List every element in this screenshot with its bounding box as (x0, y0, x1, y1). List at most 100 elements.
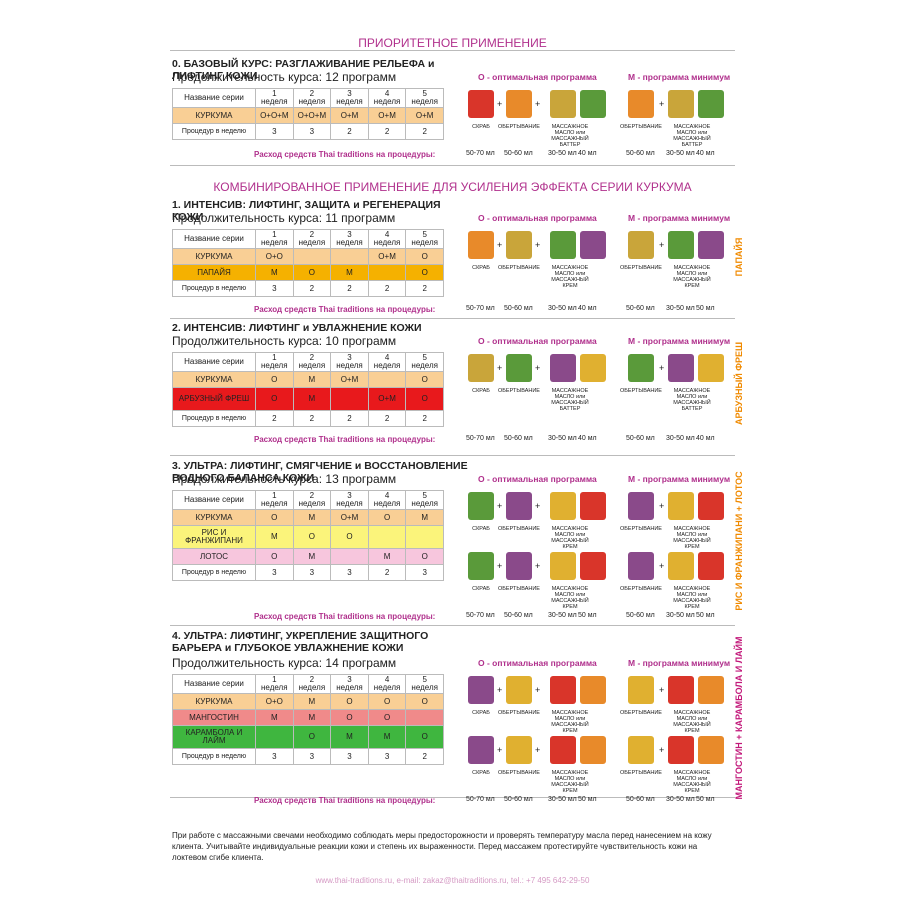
cell: Название серии (172, 88, 256, 108)
plus: + (659, 240, 665, 250)
cell: Название серии (172, 352, 256, 372)
product-image (506, 492, 532, 520)
plus: + (535, 240, 541, 250)
product-label: МАССАЖНОЕ МАСЛО или МАССАЖНЫЙ КРЕМ (551, 265, 589, 289)
product-image (468, 354, 494, 382)
product-label: ОБЕРТЫВАНИЕ (620, 265, 662, 271)
cell (330, 548, 369, 565)
procedures-row: Процедур в неделю 3 3 3 3 2 (172, 748, 444, 765)
product-label: МАССАЖНОЕ МАСЛО или МАССАЖНЫЙ КРЕМ (551, 586, 589, 610)
cell (255, 725, 294, 749)
optimal-label: О - оптимальная программа (478, 72, 597, 82)
cell: 2 (330, 123, 369, 140)
product-image (468, 736, 494, 764)
cell: 4 неделя (367, 229, 407, 249)
product-label: ОБЕРТЫВАНИЕ (498, 265, 540, 271)
plus: + (659, 99, 665, 109)
plus: + (535, 501, 541, 511)
product-label: СКРАБ (472, 770, 490, 776)
cell: ЛОТОС (172, 548, 256, 565)
plus: + (535, 363, 541, 373)
product-image (698, 736, 724, 764)
product-image (668, 492, 694, 520)
cell: О (405, 264, 444, 281)
amount: 50-60 мл (626, 150, 655, 157)
cell: М (367, 548, 407, 565)
cell (405, 525, 444, 549)
usage-label: Расход средств Thai traditions на процед… (254, 305, 436, 314)
cell: 3 (292, 748, 332, 765)
cell: КУРКУМА (172, 248, 256, 265)
amount: 50 мл (696, 612, 715, 619)
cell: М (255, 709, 294, 726)
optimal-label: О - оптимальная программа (478, 474, 597, 484)
amount: 50-60 мл (626, 435, 655, 442)
cell: КАРАМБОЛА И ЛАЙМ (172, 725, 256, 749)
cell: М (292, 509, 332, 526)
section-title: 3. УЛЬТРА: ЛИФТИНГ, СМЯГЧЕНИЕ и ВОССТАНО… (172, 460, 468, 484)
schedule-table: Название серии 1 неделя 2 неделя 3 неделя 4 … (172, 88, 444, 140)
cell: М (292, 709, 332, 726)
cell: КУРКУМА (172, 693, 256, 710)
cell: 3 (330, 564, 369, 581)
product-image (468, 552, 494, 580)
product-label: МАССАЖНОЕ МАСЛО или МАССАЖНЫЙ КРЕМ (673, 770, 711, 794)
cell: 2 (405, 410, 444, 427)
cell: 2 неделя (292, 88, 332, 108)
cell: О (405, 725, 444, 749)
product-label: ОБЕРТЫВАНИЕ (620, 526, 662, 532)
schedule-table: Название серии 1 неделя 2 неделя 3 неделя 4 … (172, 674, 444, 765)
side-label: АРБУЗНЫЙ ФРЕШ (734, 342, 744, 425)
schedule-table: Название серии 1 неделя 2 неделя 3 неделя 4 … (172, 490, 444, 581)
product-image (580, 492, 606, 520)
plus: + (659, 561, 665, 571)
contacts: www.thai-traditions.ru, e-mail: zakaz@th… (315, 876, 590, 885)
cell: 5 неделя (405, 490, 444, 510)
product-label: МАССАЖНОЕ МАСЛО или МАССАЖНЫЙ КРЕМ (673, 710, 711, 734)
amount: 40 мл (578, 150, 597, 157)
cell: ПАПАЙЯ (172, 264, 256, 281)
cell: 3 (330, 748, 369, 765)
procedures-row: Процедур в неделю 2 2 2 2 2 (172, 410, 444, 427)
amount: 50-70 мл (466, 612, 495, 619)
amount: 50-60 мл (504, 612, 533, 619)
cell: О (255, 371, 294, 388)
series-row: КАРАМБОЛА И ЛАЙМ О М М О (172, 725, 444, 749)
amount: 40 мл (696, 150, 715, 157)
product-image (550, 676, 576, 704)
product-label: ОБЕРТЫВАНИЕ (498, 770, 540, 776)
cell: 5 неделя (405, 229, 444, 249)
product-image (580, 676, 606, 704)
plus: + (659, 685, 665, 695)
product-label: СКРАБ (472, 710, 490, 716)
cell: Название серии (172, 229, 256, 249)
cell: 2 (255, 410, 294, 427)
duration: Продолжительность курса: 10 программ (172, 334, 397, 348)
header-row: Название серии 1 неделя 2 неделя 3 неделя 4 … (172, 490, 444, 510)
product-image (550, 90, 576, 118)
cell: 2 (405, 280, 444, 297)
cell: Название серии (172, 674, 256, 694)
header-row: Название серии 1 неделя 2 неделя 3 неделя 4 … (172, 352, 444, 372)
cell: 3 неделя (330, 88, 369, 108)
product-label: МАССАЖНОЕ МАСЛО или МАССАЖНЫЙ БАТТЕР (673, 388, 711, 412)
amount: 30-50 мл (548, 305, 577, 312)
cell: 3 (292, 123, 332, 140)
product-label: МАССАЖНОЕ МАСЛО или МАССАЖНЫЙ БАТТЕР (673, 124, 711, 148)
header-row: Название серии 1 неделя 2 неделя 3 неделя 4 … (172, 88, 444, 108)
plus: + (535, 745, 541, 755)
usage-label: Расход средств Thai traditions на процед… (254, 612, 436, 621)
amount: 30-50 мл (666, 612, 695, 619)
cell: М (330, 264, 369, 281)
cell: 2 (367, 410, 407, 427)
duration: Продолжительность курса: 12 программ (172, 70, 397, 84)
side-label: МАНГОСТИН + КАРАМБОЛА И ЛАЙМ (734, 636, 744, 800)
plus: + (659, 363, 665, 373)
combined-title: КОМБИНИРОВАННОЕ ПРИМЕНЕНИЕ ДЛЯ УСИЛЕНИЯ … (213, 180, 692, 194)
cell: М (292, 548, 332, 565)
amount: 30-50 мл (666, 796, 695, 803)
cell: АРБУЗНЫЙ ФРЕШ (172, 387, 256, 411)
product-label: ОБЕРТЫВАНИЕ (498, 526, 540, 532)
product-image (506, 676, 532, 704)
plus: + (497, 99, 503, 109)
